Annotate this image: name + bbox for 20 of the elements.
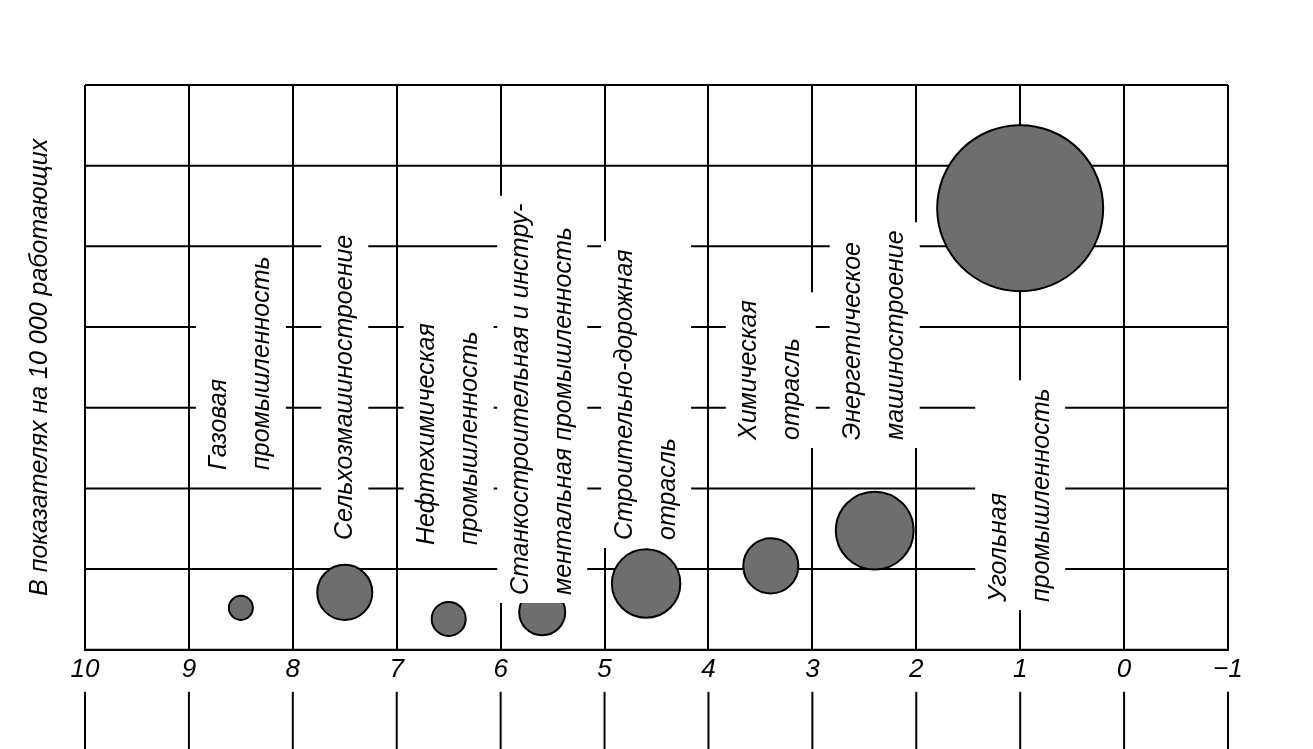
x-tick-label: 2 xyxy=(908,652,925,683)
y-axis-title: В показателях на 10 000 работающих xyxy=(23,137,52,596)
x-tick-label: 7 xyxy=(389,652,406,683)
x-tick-label: 8 xyxy=(285,652,301,683)
annotation: Сельхозмашиностроение xyxy=(328,234,357,540)
annotation: Энергетическое машиностроение xyxy=(837,230,909,440)
x-tick-label: 5 xyxy=(597,652,613,683)
x-tick-label: 0 xyxy=(1116,652,1132,683)
annotation: Угольная промышленность xyxy=(982,388,1054,603)
x-tick-label: 9 xyxy=(181,652,197,683)
x-tick-label: −1 xyxy=(1213,652,1243,683)
x-tick-label: 3 xyxy=(805,652,821,683)
annotation: Нефтехимическая промышленность xyxy=(411,323,483,545)
annotation: Химическая отрасль xyxy=(733,300,805,441)
annotation: Газовая промышленность xyxy=(203,256,275,470)
annotation: Строительно-дорожная отрасль xyxy=(608,249,680,540)
x-tick-label: 10 xyxy=(70,652,100,683)
x-tick-label: 6 xyxy=(493,652,509,683)
x-tick-label: 4 xyxy=(701,652,716,683)
x-tick-label: 1 xyxy=(1012,652,1028,683)
